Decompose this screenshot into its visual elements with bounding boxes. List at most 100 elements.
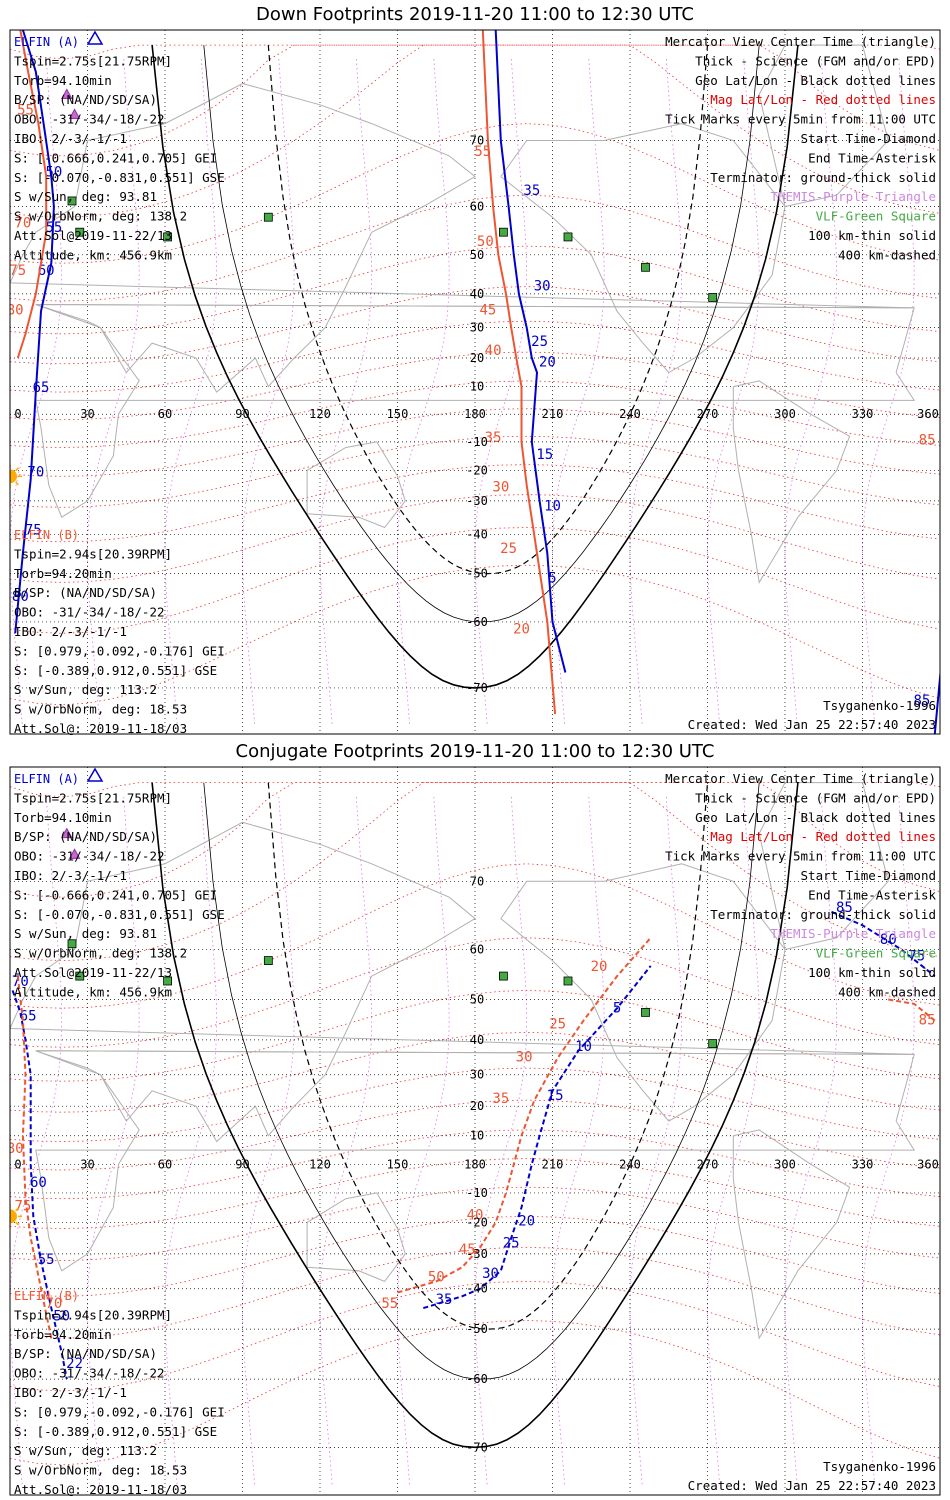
- elfin-a-info-line: B/SP: (NA/ND/SD/SA): [14, 92, 157, 107]
- elfin-b-info-line: S: [0.979,-0.092,-0.176] GEI: [14, 643, 225, 658]
- coastline: [732, 1129, 851, 1340]
- themis-triangle: [68, 108, 81, 119]
- footprint-tick-label: 45: [479, 303, 496, 319]
- terminator-400km: [267, 782, 709, 1330]
- vlf-station-marker: [499, 227, 508, 237]
- footprint-tick-label: 30: [534, 278, 551, 294]
- sun-ray: [2, 1208, 5, 1211]
- lon-tick-label: 60: [158, 407, 172, 421]
- coastline: [732, 380, 851, 584]
- footprint-tick-label: 35: [436, 1292, 453, 1308]
- footprint-tick-label: 55: [45, 220, 62, 236]
- elfin-b-info-line: OBO: -31/-34/-18/-22: [14, 605, 165, 620]
- legend-entry: Start Time-Diamond: [801, 131, 936, 146]
- lon-tick-label: 150: [387, 407, 409, 421]
- lon-tick-label: 360: [917, 1157, 939, 1171]
- elfin-a-info-line: Torb=94.10min: [14, 810, 112, 825]
- sun-disk: [10, 469, 17, 484]
- lon-tick-label: 120: [309, 1157, 331, 1171]
- mag-lat-line: [10, 44, 940, 60]
- vlf-station-marker: [641, 262, 650, 272]
- vlf-station-marker: [67, 196, 77, 206]
- lat-tick-label: 10: [470, 1129, 484, 1143]
- coastline: [306, 1192, 406, 1283]
- elfin-b-info-line: Tspin=2.94s[20.39RPM]: [14, 546, 172, 561]
- mag-lon-line: [862, 796, 915, 1485]
- themis-triangle: [60, 88, 73, 99]
- footprint-tick-label: 75: [25, 523, 42, 539]
- lat-tick-label: 50: [470, 992, 484, 1006]
- legend-entry: THEMIS-Purple Triangle: [770, 189, 936, 204]
- mag-lon-line: [939, 535, 940, 574]
- legend-entry: Start Time-Diamond: [801, 868, 936, 883]
- elfin-a-info-line: Att.Sol@2019-11-22/13: [14, 965, 172, 980]
- lat-tick-label: -30: [466, 1247, 488, 1261]
- sun-disk: [10, 1209, 17, 1224]
- footprint-tick-label: 75: [9, 263, 26, 279]
- lat-tick-label: -70: [466, 681, 488, 695]
- footprint-tick-label: 80: [7, 303, 24, 319]
- footprint-tick-label: 20: [591, 959, 608, 975]
- footprint-tick-label: 15: [536, 447, 553, 463]
- elfin-a-info-line: Torb=94.10min: [14, 73, 112, 88]
- mag-lon-line: [164, 796, 218, 1485]
- legend-entry: VLF-Green Square: [816, 209, 936, 224]
- lat-tick-label: -30: [466, 494, 488, 508]
- footprint-tick-label: 30: [482, 1266, 499, 1282]
- lat-tick-label: 30: [470, 321, 484, 335]
- footprint-tick-label: 35: [485, 430, 502, 446]
- lat-tick-label: 10: [470, 380, 484, 394]
- elfin-b-info-line: Torb=94.20min: [14, 1327, 112, 1342]
- footprint-track: [888, 998, 936, 1022]
- axis-labels: 0 30 60 90 120 150 180 210 240 270 300 330 360 70 60 50…: [14, 874, 938, 1454]
- mag-lat-line: [10, 564, 940, 706]
- mag-lon-line: [319, 796, 373, 1485]
- elfin-b-info-line: Tspin=2.94s[20.39RPM]: [14, 1307, 172, 1322]
- legend-entry: Thick - Science (FGM and/or EPD): [695, 790, 936, 805]
- lon-tick-label: 300: [774, 407, 796, 421]
- elfin-a-info-line: IBO: 2/-3/-1/-1: [14, 131, 127, 146]
- lat-tick-label: -40: [466, 1282, 488, 1296]
- footprint-tick-label: 70: [27, 464, 44, 480]
- elfin-b-info-line: S w/Sun, deg: 113.2: [14, 682, 157, 697]
- lat-tick-label: -70: [466, 1440, 488, 1454]
- elfin-b-label: ELFIN (B): [14, 528, 79, 542]
- elfin-a-label: ELFIN (A): [14, 772, 79, 786]
- elfin-b-info-line: Att.Sol@: 2019-11-18/03: [14, 721, 187, 736]
- lat-tick-label: 40: [470, 1033, 484, 1047]
- elfin-a-label: ELFIN (A): [14, 35, 79, 49]
- footprint-tick-label: 20: [513, 621, 530, 637]
- elfin-b-info-line: OBO: -31/-34/-18/-22: [14, 1366, 165, 1381]
- info-text: ELFIN (A) Tspin=2.75s[21.75RPM] Torb=94.10…: [14, 30, 936, 736]
- mag-lat-line: [10, 1320, 940, 1466]
- footprint-track: [11, 990, 68, 1380]
- elfin-a-info-line: Att.Sol@2019-11-22/13: [14, 228, 172, 243]
- mag-lat-line: [10, 863, 940, 1009]
- elfin-b-info-line: S: [-0.389,0.912,0.551] GSE: [14, 663, 217, 678]
- coastline: [758, 782, 889, 950]
- footprint-track: [481, 30, 557, 715]
- elfin-a-info-line: Tspin=2.75s[21.75RPM]: [14, 53, 172, 68]
- vlf-station-marker: [263, 212, 273, 222]
- mag-lat-line: [10, 937, 940, 1048]
- elfin-a-info-line: S w/OrbNorm, deg: 138.2: [14, 946, 187, 961]
- footprint-tick-label: 10: [544, 499, 561, 515]
- footprint-tick-label: 45: [459, 1242, 476, 1258]
- lon-tick-label: 90: [235, 407, 249, 421]
- elfin-a-info-line: IBO: 2/-3/-1/-1: [14, 868, 127, 883]
- legend-entry: Tick Marks every 5min from 11:00 UTC: [665, 849, 936, 864]
- elfin-a-info-line: S w/Sun, deg: 93.81: [14, 189, 157, 204]
- footprint-track: [16, 975, 53, 1339]
- mag-lon-line: [629, 58, 683, 724]
- legend-entry: Thick - Science (FGM and/or EPD): [695, 53, 936, 68]
- terminator-ground: [151, 45, 799, 689]
- created-label: Created: Wed Jan 25 22:57:40 2023: [688, 717, 936, 732]
- coastline: [500, 863, 786, 1122]
- footprint-tick-label: 75: [908, 949, 925, 965]
- footprint-track: [933, 667, 940, 734]
- footprint-tick-label: 70: [14, 215, 31, 231]
- lat-tick-label: 20: [470, 351, 484, 365]
- info-text: ELFIN (A) Tspin=2.75s[21.75RPM] Torb=94.10…: [14, 767, 936, 1497]
- elfin-a-info-line: S: [-0.666,0.241,0.705] GEI: [14, 887, 217, 902]
- footprint-track: [494, 30, 567, 673]
